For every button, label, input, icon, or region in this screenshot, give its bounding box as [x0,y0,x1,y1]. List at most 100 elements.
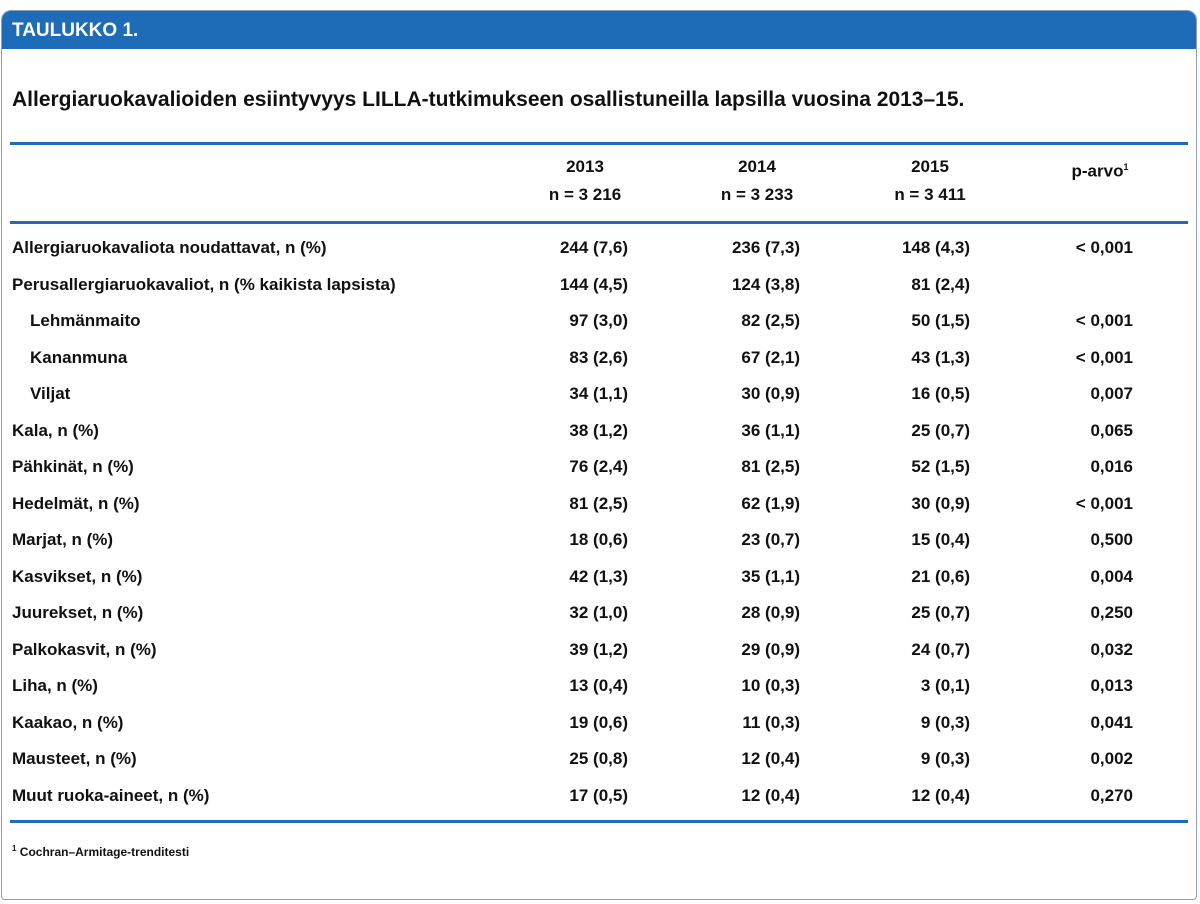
cell: 32 (1,0) [569,603,628,622]
cell: 11 (0,3) [742,712,800,732]
column-note: 1 [1123,162,1129,172]
row-label: Muut ruoka-aineet, n (%) [12,785,210,805]
header-label: TAULUKKO 1. [12,20,139,41]
row-label: Pähkinät, n (%) [12,457,134,476]
footnote-marker: 1 [12,844,17,853]
cell: 62 (1,9) [741,493,800,513]
cell: 81 (2,5) [741,457,800,476]
cell: 17 (0,5) [569,785,628,805]
row-label: Lehmänmaito [30,311,141,330]
cell: 81 (2,5) [569,493,628,513]
row-label: Liha, n (%) [12,676,98,695]
row-label: Palkokasvit, n (%) [12,639,157,659]
cell: < 0,001 [1075,238,1133,257]
cell: 16 (0,5) [911,384,970,403]
cell: 38 (1,2) [569,420,628,440]
table-frame: TAULUKKO 1. [1,10,1197,900]
row-label: Kasvikset, n (%) [12,566,143,586]
header-bar: TAULUKKO 1. [2,11,1196,49]
cell: 24 (0,7) [911,639,970,659]
row-label: Mausteet, n (%) [12,749,137,768]
cell: 15 (0,4) [911,530,970,549]
cell: 148 (4,3) [901,238,970,257]
column-header: 2014 [677,157,837,177]
column-n: n = 3 216 [548,185,622,204]
cell: 9 (0,3) [920,712,970,732]
cell: 0,065 [1090,420,1133,440]
column-label: 2015 [911,157,949,176]
row-label: Juurekset, n (%) [12,603,144,622]
rule [10,820,1188,823]
cell: 25 (0,7) [911,603,970,622]
column-label: 2013 [566,157,604,176]
cell: 29 (0,9) [741,639,800,659]
cell: 25 (0,7) [911,420,970,440]
cell: 124 (3,8) [731,274,800,294]
column-n: n = 3 411 [894,185,966,204]
cell: 50 (1,5) [911,311,970,330]
cell: 236 (7,3) [731,238,800,257]
cell: 10 (0,3) [741,676,800,695]
cell: 12 (0,4) [741,785,800,805]
column-label: p-arvo [1071,161,1124,181]
cell: 9 (0,3) [920,749,970,768]
cell: 35 (1,1) [741,566,800,586]
cell: 0,002 [1090,749,1133,768]
cell: 12 (0,4) [911,785,970,805]
column-header: 2015 [850,157,1010,177]
cell: 0,250 [1090,603,1133,622]
row-label: Kananmuna [30,347,128,367]
cell: 28 (0,9) [741,603,800,622]
row-label: Kala, n (%) [12,420,99,440]
cell: 36 (1,1) [741,420,800,440]
row-label: Allergiaruokavaliota noudattavat, n (%) [12,238,327,257]
title: Allergiaruokavalioiden esiintyvyys LILLA… [12,88,965,111]
row-label: Hedelmät, n (%) [12,493,140,513]
cell: 39 (1,2) [569,639,628,659]
cell: 25 (0,8) [569,749,628,768]
cell: 83 (2,6) [569,347,628,367]
cell: 12 (0,4) [741,749,800,768]
column-header: 2013 [505,157,665,177]
cell: 0,007 [1090,384,1133,403]
cell: < 0,001 [1075,493,1133,513]
cell: 0,041 [1090,712,1133,732]
rule [10,142,1188,145]
footnote: 1 Cochran–Armitage-trenditesti [12,842,189,859]
cell: 144 (4,5) [559,274,628,294]
cell: 0,004 [1090,566,1133,586]
row-label: Marjat, n (%) [12,530,114,549]
cell: 0,500 [1090,530,1133,549]
cell: 21 (0,6) [911,566,970,586]
cell: < 0,001 [1075,311,1133,330]
cell: 82 (2,5) [741,311,800,330]
column-label: 2014 [738,157,776,176]
cell: 3 (0,1) [920,676,970,695]
cell: 13 (0,4) [569,676,628,695]
cell: 52 (1,5) [911,457,970,476]
cell: 43 (1,3) [911,347,970,367]
row-label: Kaakao, n (%) [12,712,124,732]
cell: 76 (2,4) [569,457,628,476]
cell: 42 (1,3) [569,566,628,586]
row-label: Viljat [30,384,71,403]
cell: 81 (2,4) [911,274,970,294]
footnote-text: Cochran–Armitage-trenditesti [19,845,190,859]
column-header: p-arvo1 [1020,157,1180,182]
cell: 30 (0,9) [911,493,970,513]
column-n: n = 3 233 [720,185,794,204]
row-label: Perusallergiaruokavaliot, n (% kaikista … [12,274,396,294]
cell: 30 (0,9) [741,384,800,403]
cell: 23 (0,7) [741,530,800,549]
cell: 18 (0,6) [569,530,628,549]
cell: < 0,001 [1075,347,1133,367]
cell: 0,270 [1090,785,1133,805]
cell: 0,013 [1090,676,1133,695]
cell: 0,032 [1090,639,1133,659]
cell: 19 (0,6) [569,712,628,732]
cell: 244 (7,6) [559,238,628,257]
cell: 67 (2,1) [741,347,800,367]
cell: 0,016 [1090,457,1133,476]
cell: 34 (1,1) [569,384,628,403]
